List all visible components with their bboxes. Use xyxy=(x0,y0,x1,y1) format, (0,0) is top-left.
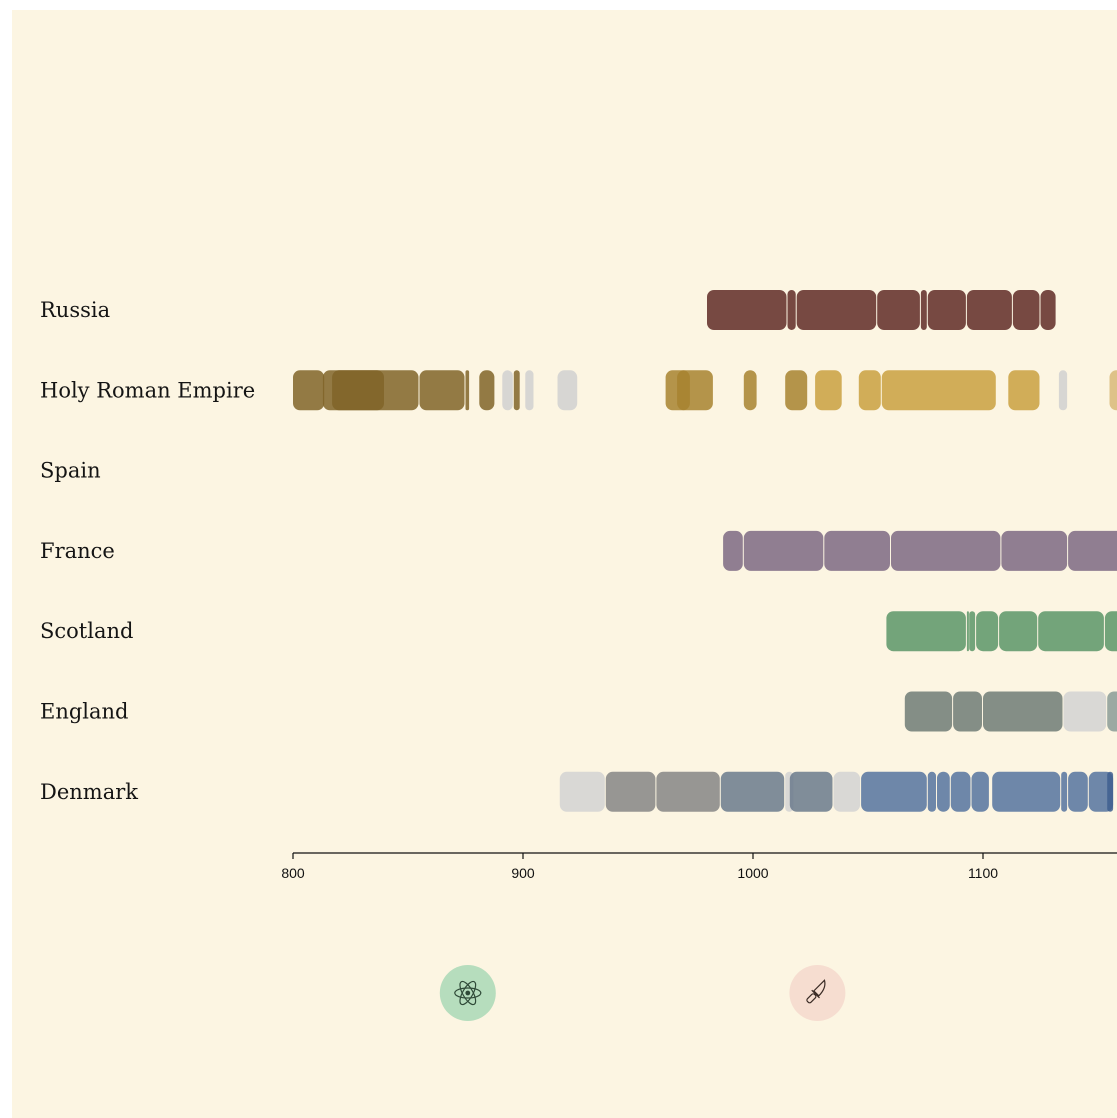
reign-bar-denmark-9[interactable] xyxy=(937,771,950,812)
reign-bar-france-0[interactable] xyxy=(723,530,743,571)
reign-bar-denmark-16[interactable] xyxy=(1107,771,1114,812)
reign-bar-russia-5[interactable] xyxy=(927,290,966,330)
event-markers xyxy=(439,965,846,1021)
country-label-russia: Russia xyxy=(40,298,110,322)
x-tick-label-800: 800 xyxy=(281,865,305,881)
reign-bar-holy-roman-empire-14[interactable] xyxy=(815,370,842,411)
reign-bar-holy-roman-empire-18[interactable] xyxy=(1058,370,1068,411)
country-label-france: France xyxy=(40,539,115,563)
reign-bar-denmark-14[interactable] xyxy=(1068,771,1088,812)
country-label-scotland: Scotland xyxy=(40,619,133,643)
x-axis: 800 900 1000 1100 xyxy=(281,852,1117,881)
reign-bar-russia-8[interactable] xyxy=(1040,290,1056,330)
event-marker-atom[interactable] xyxy=(439,965,496,1021)
reign-bar-holy-roman-empire-4[interactable] xyxy=(465,370,470,411)
x-tick-label-1100: 1100 xyxy=(968,865,998,881)
reign-bar-denmark-10[interactable] xyxy=(950,771,971,812)
reign-bar-holy-roman-empire-7[interactable] xyxy=(513,370,520,411)
reign-bar-denmark-1[interactable] xyxy=(605,771,656,812)
reign-bar-denmark-2[interactable] xyxy=(656,771,720,812)
reign-bar-denmark-13[interactable] xyxy=(1061,771,1068,812)
reign-bar-holy-roman-empire-5[interactable] xyxy=(479,370,495,411)
reign-bar-russia-1[interactable] xyxy=(787,290,796,330)
reign-bar-denmark-3[interactable] xyxy=(720,771,785,812)
reign-bar-england-3[interactable] xyxy=(1063,691,1107,732)
reign-bar-holy-roman-empire-3[interactable] xyxy=(419,370,465,411)
reign-bar-holy-roman-empire-12[interactable] xyxy=(743,370,757,411)
reign-bar-denmark-6[interactable] xyxy=(833,771,861,812)
reign-bar-england-2[interactable] xyxy=(983,691,1063,732)
reign-bars xyxy=(293,290,1117,812)
reign-bar-scotland-0[interactable] xyxy=(886,611,966,652)
reign-bar-denmark-7[interactable] xyxy=(861,771,927,812)
country-label-holy-roman-empire: Holy Roman Empire xyxy=(40,378,255,402)
reign-bar-holy-roman-empire-19[interactable] xyxy=(1109,370,1117,411)
reign-bar-denmark-0[interactable] xyxy=(559,771,605,812)
reign-bar-denmark-11[interactable] xyxy=(971,771,989,812)
reign-bar-russia-7[interactable] xyxy=(1012,290,1040,330)
event-marker-knife[interactable] xyxy=(789,965,846,1021)
reign-bar-denmark-12[interactable] xyxy=(992,771,1061,812)
reign-bar-england-1[interactable] xyxy=(953,691,982,732)
reign-bar-russia-2[interactable] xyxy=(796,290,877,330)
x-tick-label-900: 900 xyxy=(511,865,535,881)
reign-bar-france-5[interactable] xyxy=(1068,530,1117,571)
reign-bar-holy-roman-empire-17[interactable] xyxy=(1008,370,1040,411)
reign-bar-france-1[interactable] xyxy=(743,530,824,571)
atom-icon xyxy=(454,980,482,1006)
reign-bar-denmark-15[interactable] xyxy=(1088,771,1114,812)
reign-bar-holy-roman-empire-8[interactable] xyxy=(525,370,534,411)
reign-bar-england-4[interactable] xyxy=(1107,691,1117,732)
reign-bar-france-4[interactable] xyxy=(1001,530,1068,571)
reign-bar-russia-3[interactable] xyxy=(877,290,920,330)
reign-bar-england-0[interactable] xyxy=(904,691,953,732)
timeline-chart: Russia Holy Roman Empire Spain France Scotla… xyxy=(40,290,1117,1021)
reign-bar-russia-4[interactable] xyxy=(920,290,927,330)
reign-bar-france-2[interactable] xyxy=(824,530,890,571)
reign-bar-holy-roman-empire-15[interactable] xyxy=(858,370,881,411)
reign-bar-scotland-2[interactable] xyxy=(969,611,976,652)
reign-bar-denmark-5[interactable] xyxy=(789,771,833,812)
country-label-england: England xyxy=(40,700,129,724)
reign-bar-holy-roman-empire-9[interactable] xyxy=(557,370,578,411)
reign-bar-holy-roman-empire-0[interactable] xyxy=(293,370,325,411)
reign-bar-scotland-4[interactable] xyxy=(999,611,1038,652)
country-label-spain: Spain xyxy=(40,459,101,483)
reign-bar-scotland-6[interactable] xyxy=(1104,611,1117,652)
reign-bar-holy-roman-empire-6[interactable] xyxy=(502,370,513,411)
chart-canvas: Russia Holy Roman Empire Spain France Scotla… xyxy=(12,10,1117,1118)
marker-circle xyxy=(789,965,846,1021)
reign-bar-holy-roman-empire-11[interactable] xyxy=(677,370,713,411)
reign-bar-holy-roman-empire-2[interactable] xyxy=(332,370,419,411)
reign-bar-france-3[interactable] xyxy=(891,530,1001,571)
country-label-denmark: Denmark xyxy=(40,780,138,804)
reign-bar-denmark-8[interactable] xyxy=(927,771,936,812)
reign-bar-holy-roman-empire-13[interactable] xyxy=(785,370,808,411)
reign-bar-russia-6[interactable] xyxy=(966,290,1012,330)
knife-icon xyxy=(806,979,826,1004)
reign-bar-scotland-3[interactable] xyxy=(976,611,999,652)
reign-bar-holy-roman-empire-16[interactable] xyxy=(881,370,996,411)
reign-bar-russia-0[interactable] xyxy=(707,290,787,330)
x-tick-label-1000: 1000 xyxy=(737,865,768,881)
reign-bar-scotland-1[interactable] xyxy=(966,611,969,652)
reign-bar-scotland-5[interactable] xyxy=(1038,611,1104,652)
country-labels: Russia Holy Roman Empire Spain France Scotla… xyxy=(40,298,255,804)
